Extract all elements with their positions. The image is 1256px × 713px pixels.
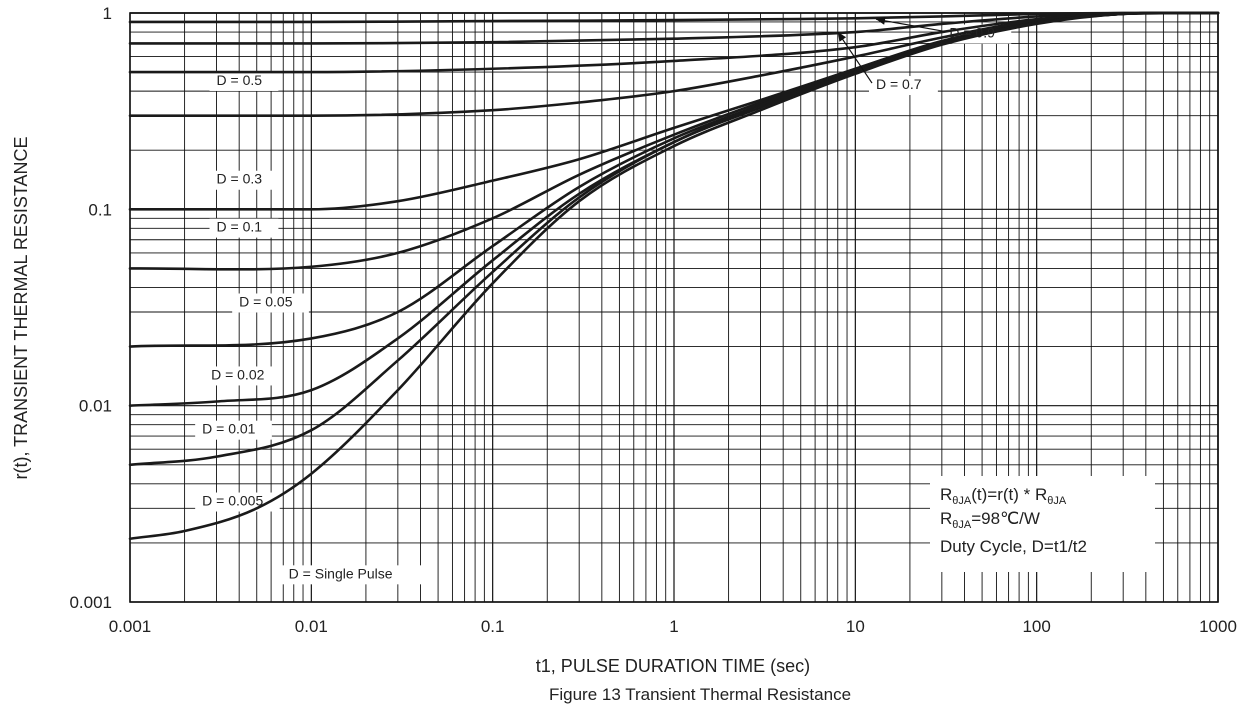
curve-label-backgrounds — [195, 24, 1012, 585]
x-tick-labels: 0.001 0.01 0.1 1 10 100 1000 — [109, 617, 1237, 636]
curve-labels: D = 0.9 D = 0.7 D = 0.5 D = 0.3 D = 0.1 D = 0… — [202, 25, 995, 582]
curve-label: D = 0.7 — [876, 76, 922, 92]
curve-label-background — [209, 71, 279, 91]
chart-title: Figure 13 Transient Thermal Resistance — [549, 685, 851, 704]
curve-label-background — [281, 565, 422, 585]
x-tick-label: 1 — [669, 617, 678, 636]
note-box — [930, 476, 1155, 572]
note-line-3: Duty Cycle, D=t1/t2 — [940, 537, 1087, 556]
note-line-1: RθJA(t)=r(t) * RθJA — [940, 485, 1067, 507]
y-tick-labels: 0.001 0.01 0.1 1 — [69, 4, 112, 612]
curve-label: D = 0.3 — [217, 171, 263, 187]
curve-label-background — [232, 293, 309, 313]
curve-label-background — [195, 420, 272, 440]
series-line — [128, 11, 1220, 541]
x-tick-label: 0.001 — [109, 617, 152, 636]
curve-label: D = 0.9 — [949, 25, 995, 41]
series-group — [128, 11, 1220, 541]
curve-label: D = 0.1 — [217, 219, 263, 235]
curve-label: D = 0.01 — [202, 421, 256, 437]
y-axis-title: r(t), TRANSIENT THERMAL RESISTANCE — [11, 136, 31, 479]
curve-label-background — [209, 218, 279, 238]
curve-label: D = 0.05 — [239, 293, 293, 309]
x-tick-label: 100 — [1022, 617, 1050, 636]
series-line — [128, 11, 1220, 117]
curve-label: D = Single Pulse — [289, 565, 393, 581]
y-tick-label: 0.001 — [69, 593, 112, 612]
note-line-2: RθJA=98℃/W — [940, 509, 1040, 531]
plot-frame — [129, 12, 1219, 603]
series-line — [128, 11, 1220, 45]
x-axis-title: t1, PULSE DURATION TIME (sec) — [536, 656, 810, 676]
curve-label-background — [209, 170, 279, 190]
curve-label: D = 0.5 — [217, 72, 263, 88]
curve-label: D = 0.02 — [211, 366, 265, 382]
annotation-arrow — [837, 31, 873, 84]
curve-label: D = 0.005 — [202, 493, 263, 509]
x-tick-label: 0.01 — [295, 617, 328, 636]
annotation-arrows — [837, 16, 946, 84]
annotation-arrowhead — [875, 16, 886, 25]
annotation-arrowhead — [837, 32, 847, 42]
curve-label-background — [204, 366, 281, 386]
x-tick-label: 10 — [846, 617, 865, 636]
y-tick-label: 0.01 — [79, 397, 112, 416]
curve-label-background — [868, 76, 938, 96]
x-tick-label: 1000 — [1199, 617, 1237, 636]
annotation-arrow — [875, 18, 946, 33]
y-tick-label: 1 — [103, 4, 112, 23]
x-tick-label: 0.1 — [481, 617, 505, 636]
y-tick-label: 0.1 — [88, 200, 112, 219]
